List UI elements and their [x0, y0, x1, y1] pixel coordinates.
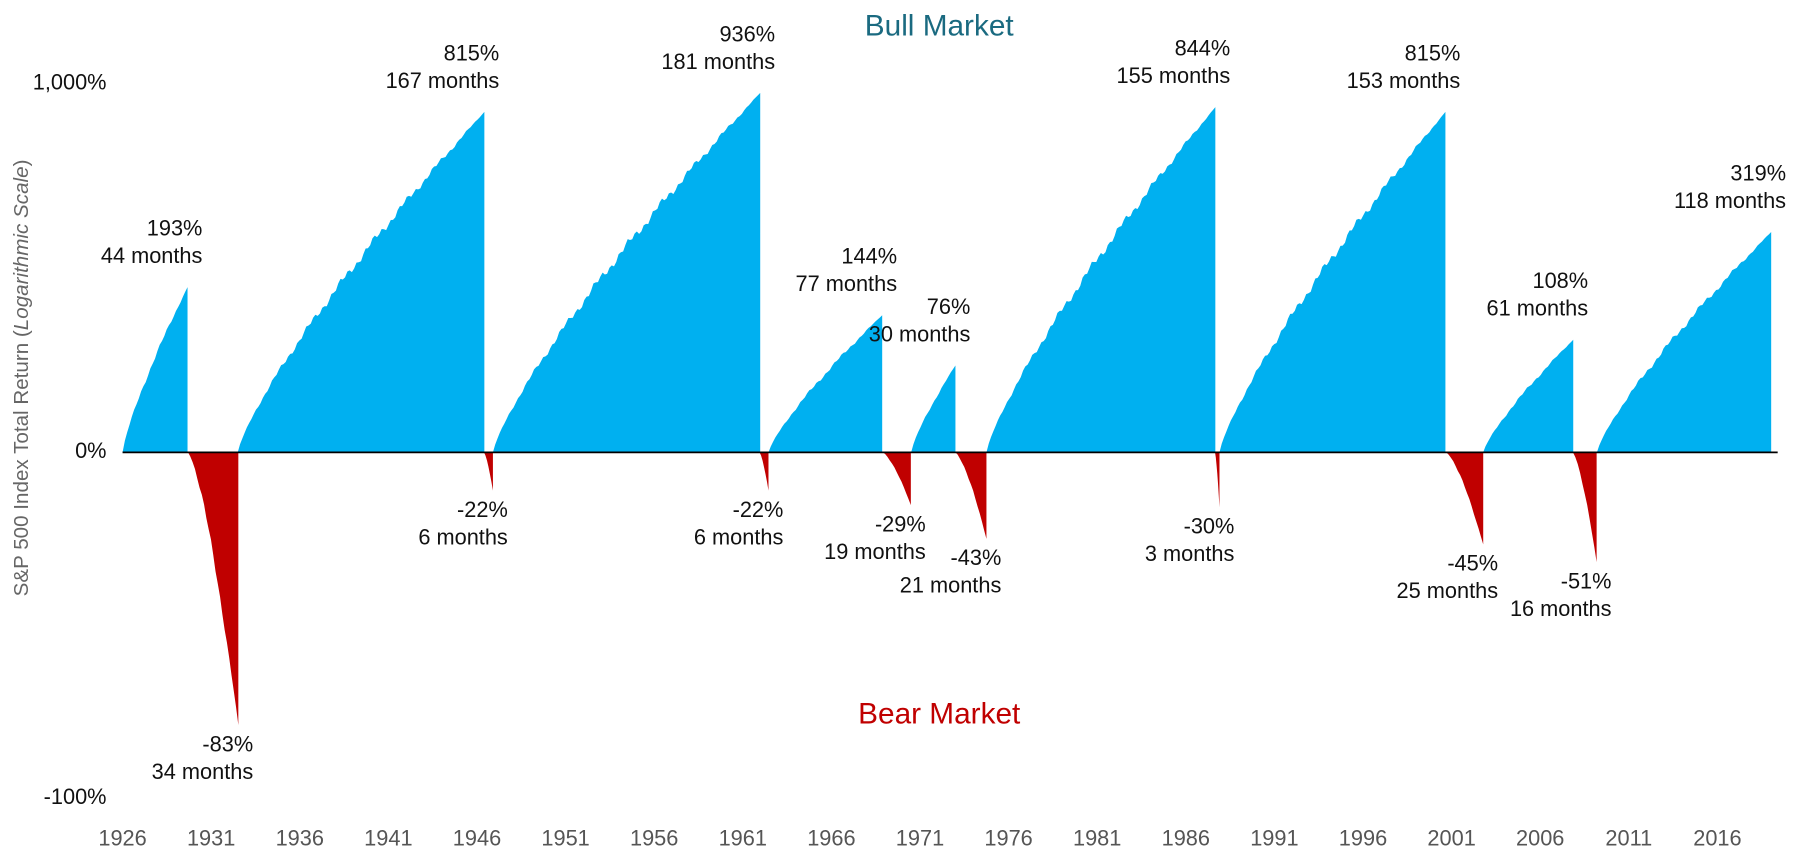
duration-label: 6 months: [694, 524, 784, 549]
x-tick-label: 1966: [807, 825, 855, 850]
x-tick-label: 1956: [630, 825, 678, 850]
bull-area: [1483, 339, 1574, 453]
bear-area: [188, 452, 239, 725]
duration-label: 25 months: [1397, 578, 1499, 603]
x-tick-label: 1951: [541, 825, 589, 850]
value-label: -45%: [1447, 551, 1498, 576]
value-label: 815%: [1405, 40, 1461, 65]
bull-area: [492, 92, 761, 453]
x-tick-label: 1976: [984, 825, 1032, 850]
bear-area: [882, 452, 911, 506]
value-label: 108%: [1532, 268, 1588, 293]
value-label: -83%: [202, 731, 253, 756]
value-label: -29%: [875, 511, 926, 536]
y-tick-label: 0%: [75, 438, 106, 463]
duration-label: 167 months: [386, 68, 500, 93]
y-axis-label: S&P 500 Index Total Return (Logarithmic …: [10, 160, 33, 597]
bull-area: [1219, 111, 1446, 453]
value-label: -22%: [733, 497, 784, 522]
x-tick-label: 2016: [1693, 825, 1741, 850]
duration-label: 61 months: [1487, 296, 1589, 321]
x-tick-label: 1991: [1250, 825, 1298, 850]
x-tick-label: 2006: [1516, 825, 1564, 850]
bear-area: [759, 452, 769, 491]
value-label: 76%: [927, 294, 971, 319]
bear-area: [1572, 452, 1597, 563]
bull-area: [911, 365, 956, 453]
duration-label: 181 months: [661, 49, 775, 74]
bear-area: [955, 452, 987, 539]
x-tick-label: 1946: [453, 825, 501, 850]
x-tick-label: 1941: [364, 825, 412, 850]
y-label-part: Logarithmic Scale: [10, 166, 33, 330]
value-label: -51%: [1561, 568, 1612, 593]
value-label: 844%: [1175, 36, 1231, 61]
value-label: -30%: [1184, 514, 1235, 539]
x-tick-label: 1926: [98, 825, 146, 850]
duration-label: 16 months: [1510, 596, 1612, 621]
value-label: 815%: [444, 40, 500, 65]
bear-area: [1215, 452, 1220, 508]
x-tick-label: 1961: [719, 825, 767, 850]
series-title: Bear Market: [858, 698, 1021, 731]
x-tick-label: 1936: [276, 825, 324, 850]
duration-label: 30 months: [869, 321, 971, 346]
duration-label: 6 months: [418, 524, 508, 549]
value-label: 936%: [719, 21, 775, 46]
bull-area: [768, 315, 883, 453]
x-tick-label: 2001: [1427, 825, 1475, 850]
x-tick-label: 1986: [1162, 825, 1210, 850]
bull-area: [122, 287, 188, 453]
duration-label: 155 months: [1117, 63, 1231, 88]
value-label: 193%: [147, 216, 203, 241]
y-tick-label: 1,000%: [33, 69, 107, 94]
duration-label: 118 months: [1674, 188, 1786, 213]
duration-label: 153 months: [1347, 68, 1461, 93]
y-tick-label: -100%: [44, 784, 107, 809]
bull-area: [986, 107, 1216, 453]
y-label-part: ): [10, 160, 33, 167]
x-tick-label: 1996: [1339, 825, 1387, 850]
bear-area: [484, 452, 493, 491]
value-label: -43%: [951, 545, 1002, 570]
bull-area: [1596, 232, 1772, 453]
series-title: Bull Market: [865, 9, 1015, 42]
value-label: -22%: [457, 497, 508, 522]
duration-label: 21 months: [900, 573, 1002, 598]
value-label: 144%: [841, 244, 897, 269]
duration-label: 34 months: [152, 759, 254, 784]
duration-label: 3 months: [1145, 541, 1235, 566]
duration-label: 77 months: [796, 271, 898, 296]
duration-label: 19 months: [824, 539, 926, 564]
bull-area: [237, 111, 485, 453]
bear-area: [1446, 452, 1484, 545]
y-label-part: S&P 500 Index Total Return (: [10, 330, 33, 596]
x-tick-label: 1971: [896, 825, 944, 850]
value-label: 319%: [1730, 161, 1786, 186]
x-tick-label: 1981: [1073, 825, 1121, 850]
x-tick-label: 1931: [187, 825, 235, 850]
duration-label: 44 months: [101, 243, 203, 268]
x-tick-label: 2011: [1605, 825, 1652, 850]
